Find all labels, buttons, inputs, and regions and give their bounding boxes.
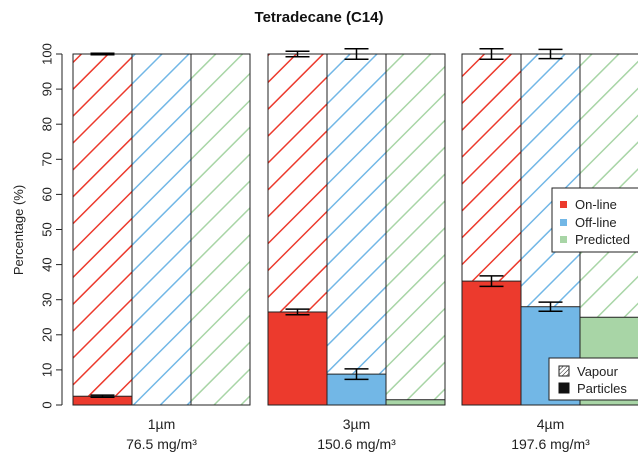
legend-swatch-offline xyxy=(560,219,567,226)
x-label-size: 1µm xyxy=(148,416,176,432)
bar-group-2 xyxy=(267,47,446,406)
y-tick-label: 50 xyxy=(40,222,55,236)
vapour-bar-online xyxy=(73,54,132,405)
x-axis-labels: 1µm 76.5 mg/m³ 3µm 150.6 mg/m³ 4µm 197.6 mg/m… xyxy=(126,416,590,452)
x-label-size: 3µm xyxy=(343,416,371,432)
vapour-bar-offline xyxy=(327,54,386,405)
y-tick-label: 20 xyxy=(40,328,55,342)
y-tick-label: 80 xyxy=(40,117,55,131)
legend-swatch-predicted xyxy=(560,236,567,243)
vapour-bar-offline xyxy=(132,54,191,405)
series-legend: On-line Off-line Predicted xyxy=(551,187,638,253)
y-tick-label: 70 xyxy=(40,152,55,166)
particles-bar-online xyxy=(461,280,522,406)
legend-swatch-online xyxy=(560,201,567,208)
x-label-size: 4µm xyxy=(537,416,565,432)
particles-bar-predicted xyxy=(385,399,446,406)
particles-bar-online xyxy=(267,311,328,406)
y-tick-label: 90 xyxy=(40,82,55,96)
chart-title: Tetradecane (C14) xyxy=(255,9,384,26)
y-axis-label: Percentage (%) xyxy=(11,185,26,275)
x-label-concentration: 197.6 mg/m³ xyxy=(511,436,590,452)
y-tick-label: 100 xyxy=(40,43,55,65)
bar-outline-predicted xyxy=(190,53,251,406)
legend-label-predicted: Predicted xyxy=(575,232,630,247)
x-label-concentration: 76.5 mg/m³ xyxy=(126,436,197,452)
y-tick-label: 0 xyxy=(40,401,55,408)
bar-outline-predicted xyxy=(385,53,446,406)
bar-groups xyxy=(72,47,638,406)
legend-label-online: On-line xyxy=(575,197,617,212)
bar-group-1 xyxy=(72,52,251,406)
phase-legend: Vapour Particles xyxy=(548,357,638,401)
legend-swatch-particles xyxy=(558,382,570,394)
y-tick-label: 40 xyxy=(40,257,55,271)
y-tick-label: 60 xyxy=(40,187,55,201)
y-tick-label: 10 xyxy=(40,363,55,377)
legend-label-particles: Particles xyxy=(577,381,627,396)
legend-swatch-vapour xyxy=(558,365,570,377)
vapour-bar-predicted xyxy=(191,54,250,405)
vapour-bar-predicted xyxy=(386,54,445,405)
x-label-concentration: 150.6 mg/m³ xyxy=(317,436,396,452)
y-axis: 0 10 20 30 40 50 60 70 80 90 100 xyxy=(40,43,63,409)
legend-label-vapour: Vapour xyxy=(577,364,619,379)
legend-label-offline: Off-line xyxy=(575,215,617,230)
y-tick-label: 30 xyxy=(40,292,55,306)
